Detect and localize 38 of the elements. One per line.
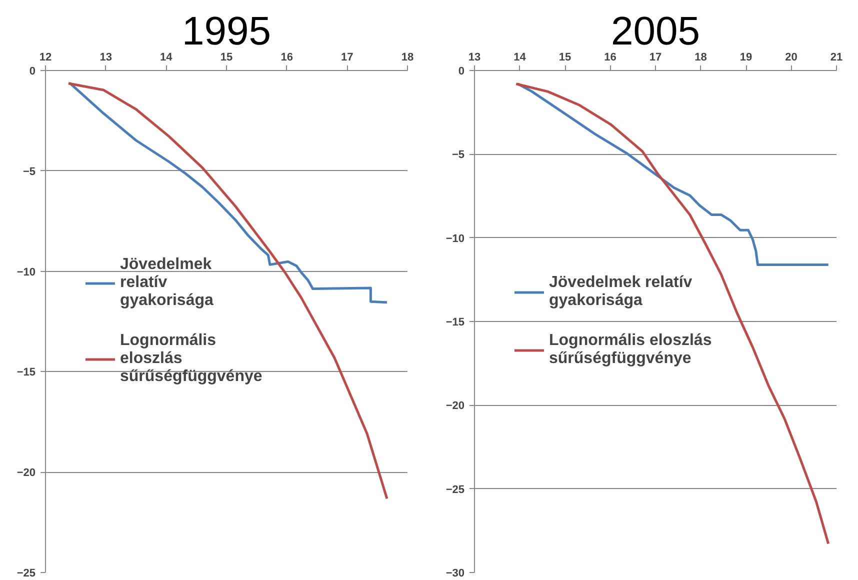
x-tick-label: 12 bbox=[39, 52, 52, 64]
x-tick-label: 19 bbox=[740, 52, 752, 64]
x-tick-label: 16 bbox=[604, 52, 616, 64]
x-tick-label: 15 bbox=[558, 52, 572, 64]
chart-title: 1995 bbox=[182, 10, 271, 54]
y-tick-label: −20 bbox=[16, 467, 36, 480]
x-tick-label: 16 bbox=[280, 52, 293, 64]
x-tick-label: 13 bbox=[100, 52, 112, 64]
y-tick-label: −10 bbox=[446, 232, 465, 245]
y-tick-label: −5 bbox=[22, 166, 36, 178]
x-tick-label: 13 bbox=[468, 52, 481, 64]
x-tick-label: 20 bbox=[785, 52, 798, 64]
x-tick-label: 14 bbox=[160, 52, 174, 64]
line-series bbox=[514, 82, 830, 545]
y-tick-label: −10 bbox=[16, 266, 36, 278]
y-tick-label: −25 bbox=[446, 484, 465, 496]
chart-title: 2005 bbox=[611, 10, 700, 54]
y-tick-label: −30 bbox=[446, 568, 465, 580]
x-tick-label: 17 bbox=[649, 52, 662, 64]
y-tick-label: −15 bbox=[16, 366, 36, 379]
line-series bbox=[516, 82, 830, 266]
x-tick-label: 14 bbox=[514, 52, 527, 64]
y-tick-label: −15 bbox=[446, 316, 465, 328]
y-tick-label: −5 bbox=[452, 149, 465, 162]
line-series bbox=[67, 82, 388, 500]
x-tick-label: 15 bbox=[220, 52, 233, 64]
legend-label: Jövedelmek relatív gyakorisága bbox=[549, 274, 692, 310]
x-tick-label: 17 bbox=[341, 52, 354, 64]
x-tick-label: 18 bbox=[401, 52, 414, 64]
y-tick-label: −25 bbox=[16, 568, 36, 580]
legend-label: Jövedelmek relatív gyakorisága bbox=[120, 256, 214, 310]
y-tick-label: 0 bbox=[29, 66, 36, 78]
y-tick-label: −20 bbox=[446, 400, 465, 412]
x-tick-label: 18 bbox=[694, 52, 707, 64]
y-tick-label: 0 bbox=[458, 66, 465, 78]
legend-label: Lognormális eloszlás sűrűségfüggvénye bbox=[120, 332, 262, 386]
x-tick-label: 21 bbox=[830, 52, 843, 64]
legend-label: Lognormális eloszlás sűrűségfüggvénye bbox=[549, 332, 712, 368]
